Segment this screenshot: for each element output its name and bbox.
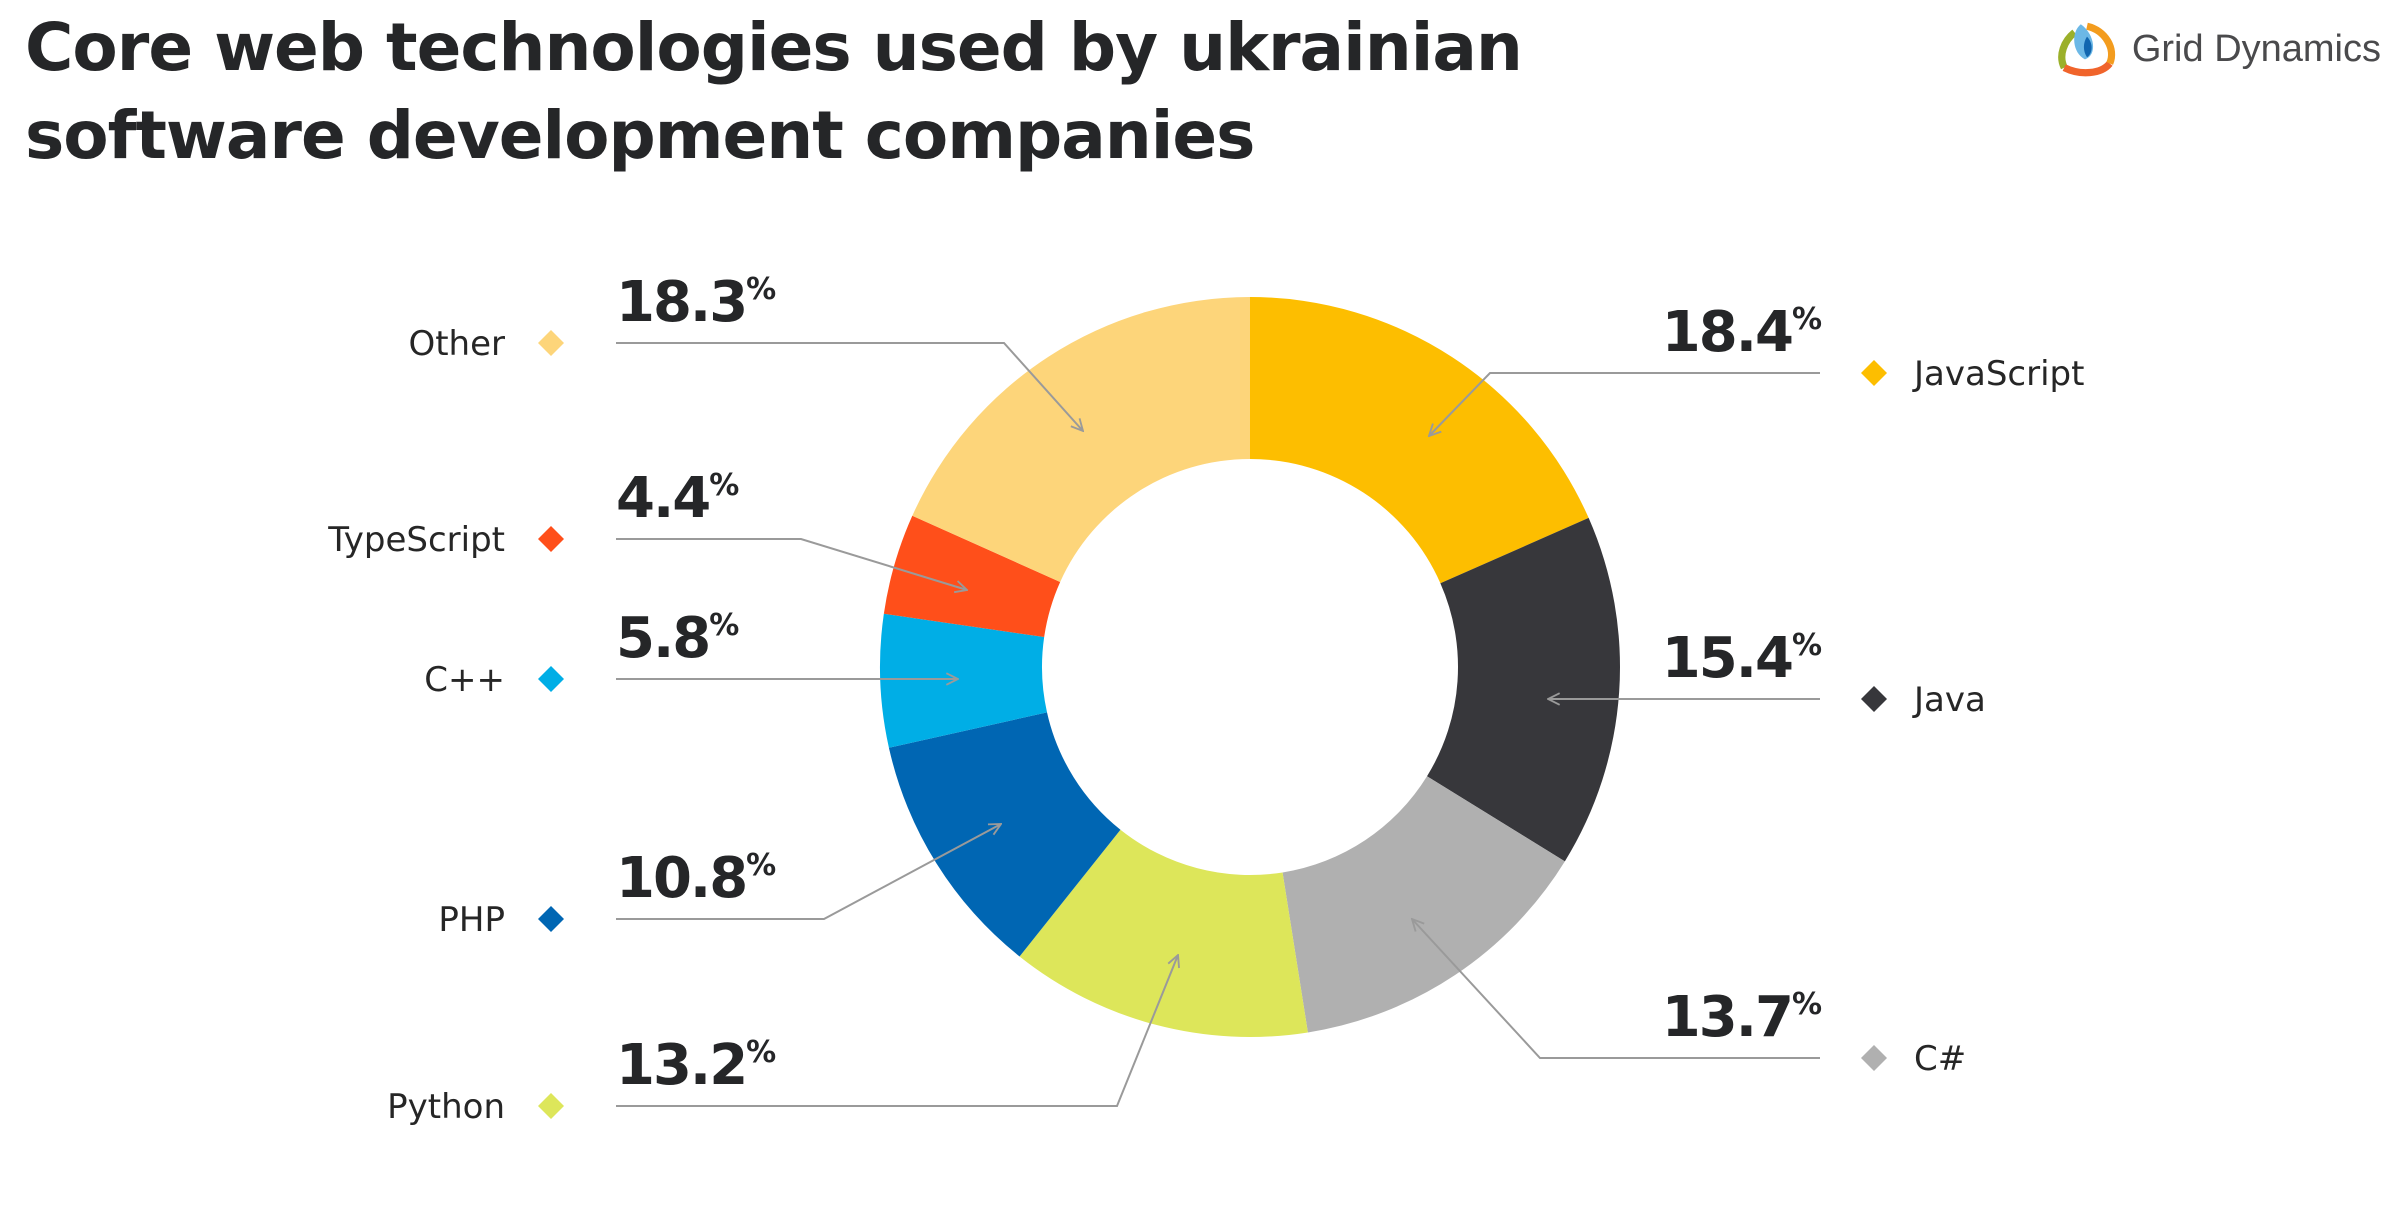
title-line-2: software development companies <box>25 97 1255 174</box>
slice-label: Java <box>1912 680 1986 720</box>
value-label: 13.2% <box>616 1033 776 1098</box>
percent-sign: % <box>746 1035 776 1070</box>
slice-label: C++ <box>424 660 505 700</box>
percent-sign: % <box>709 608 739 643</box>
slice-php <box>888 712 1121 957</box>
callout-php: PHP 10.8% <box>438 824 1001 940</box>
callout-javascript: JavaScript 18.4% <box>1429 300 2084 436</box>
value-number: 13.2 <box>616 1033 746 1098</box>
grid-dynamics-logo: Grid Dynamics <box>2056 18 2381 80</box>
legend-diamond-icon <box>1861 360 1887 386</box>
value-label: 15.4% <box>1662 626 1822 691</box>
legend-diamond-icon <box>538 666 564 692</box>
slice-label: PHP <box>438 900 505 940</box>
title-line-1: Core web technologies used by ukrainian <box>25 9 1523 86</box>
leader-line <box>616 342 1083 431</box>
leader-line <box>616 538 967 590</box>
slice-label: JavaScript <box>1912 354 2084 394</box>
legend-diamond-icon <box>538 330 564 356</box>
slice-typescript <box>883 515 1061 638</box>
value-number: 18.4 <box>1662 300 1792 365</box>
percent-sign: % <box>1792 987 1822 1022</box>
callout-python: Python 13.2% <box>387 955 1178 1127</box>
slice-csharp <box>1282 776 1565 1033</box>
percent-sign: % <box>746 848 776 883</box>
slice-other <box>912 297 1250 583</box>
value-number: 10.8 <box>616 846 746 911</box>
leader-line <box>1412 919 1820 1059</box>
value-number: 15.4 <box>1662 626 1792 691</box>
slice-label: Python <box>387 1087 505 1127</box>
slice-label: Other <box>408 324 505 364</box>
logo-mark-icon <box>2058 22 2115 77</box>
slice-label: TypeScript <box>327 520 505 560</box>
callout-typescript: TypeScript 4.4% <box>327 466 967 590</box>
value-number: 5.8 <box>616 606 709 671</box>
legend-diamond-icon <box>538 526 564 552</box>
leader-line <box>616 824 1001 920</box>
slice-java <box>1427 517 1621 862</box>
callout-csharp: C# 13.7% <box>1412 919 1966 1079</box>
value-label: 10.8% <box>616 846 776 911</box>
legend-diamond-icon <box>538 906 564 932</box>
percent-sign: % <box>1792 302 1822 337</box>
value-label: 13.7% <box>1662 985 1822 1050</box>
leader-line <box>1429 372 1820 436</box>
slice-cplusplus <box>880 613 1048 748</box>
value-number: 18.3 <box>616 270 746 335</box>
slice-label: C# <box>1914 1039 1966 1079</box>
percent-sign: % <box>746 272 776 307</box>
slice-javascript <box>1250 297 1589 584</box>
value-label: 5.8% <box>616 606 739 671</box>
legend-diamond-icon <box>1861 686 1887 712</box>
slice-python <box>1019 829 1308 1037</box>
value-label: 4.4% <box>616 466 739 531</box>
callout-other: Other 18.3% <box>408 270 1083 431</box>
value-label: 18.4% <box>1662 300 1822 365</box>
value-number: 4.4 <box>616 466 709 531</box>
percent-sign: % <box>709 468 739 503</box>
logo-text: Grid Dynamics <box>2131 27 2381 70</box>
chart-title: Core web technologies used by ukrainian … <box>25 4 1523 180</box>
legend-diamond-icon <box>1861 1045 1887 1071</box>
callout-java: Java 15.4% <box>1548 626 1986 720</box>
leader-line <box>616 955 1178 1107</box>
callout-cplusplus: C++ 5.8% <box>424 606 958 700</box>
legend-diamond-icon <box>538 1093 564 1119</box>
value-label: 18.3% <box>616 270 776 335</box>
percent-sign: % <box>1792 628 1822 663</box>
value-number: 13.7 <box>1662 985 1792 1050</box>
